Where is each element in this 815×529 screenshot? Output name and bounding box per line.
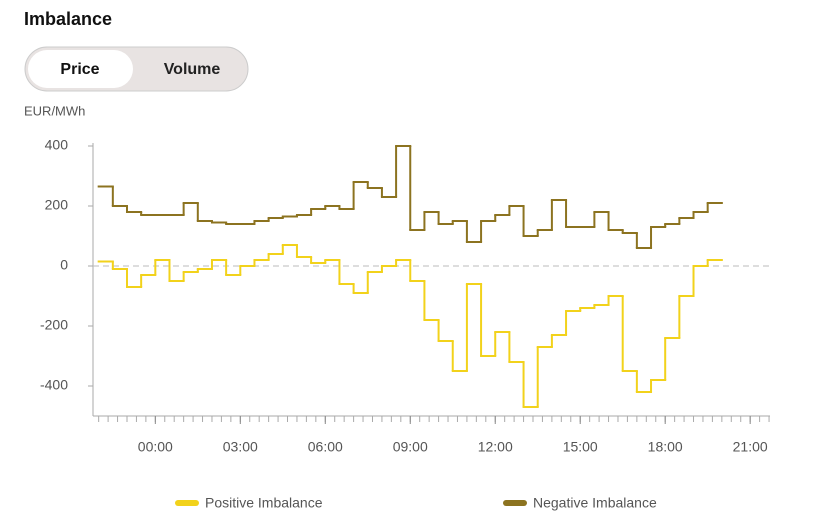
legend-label: Negative Imbalance xyxy=(533,495,657,511)
x-tick-label: 15:00 xyxy=(563,439,598,455)
y-tick-label: 200 xyxy=(45,197,69,213)
toggle-button[interactable]: Volume xyxy=(164,61,221,78)
x-tick-label: 00:00 xyxy=(138,439,173,455)
x-tick-label: 12:00 xyxy=(478,439,513,455)
x-tick-label: 03:00 xyxy=(223,439,258,455)
y-axis-label: EUR/MWh xyxy=(24,103,85,118)
title: Imbalance xyxy=(24,9,112,29)
legend-swatch xyxy=(175,500,199,506)
legend-label: Positive Imbalance xyxy=(205,495,323,511)
y-tick-label: 0 xyxy=(60,257,68,273)
x-tick-label: 06:00 xyxy=(308,439,343,455)
x-tick-label: 09:00 xyxy=(393,439,428,455)
y-tick-label: 400 xyxy=(45,137,69,153)
legend-swatch xyxy=(503,500,527,506)
y-tick-label: -400 xyxy=(40,377,68,393)
y-tick-label: -200 xyxy=(40,317,68,333)
toggle-active-bg xyxy=(28,50,133,88)
x-tick-label: 18:00 xyxy=(648,439,683,455)
toggle-button[interactable]: Price xyxy=(60,61,99,78)
x-tick-label: 21:00 xyxy=(733,439,768,455)
